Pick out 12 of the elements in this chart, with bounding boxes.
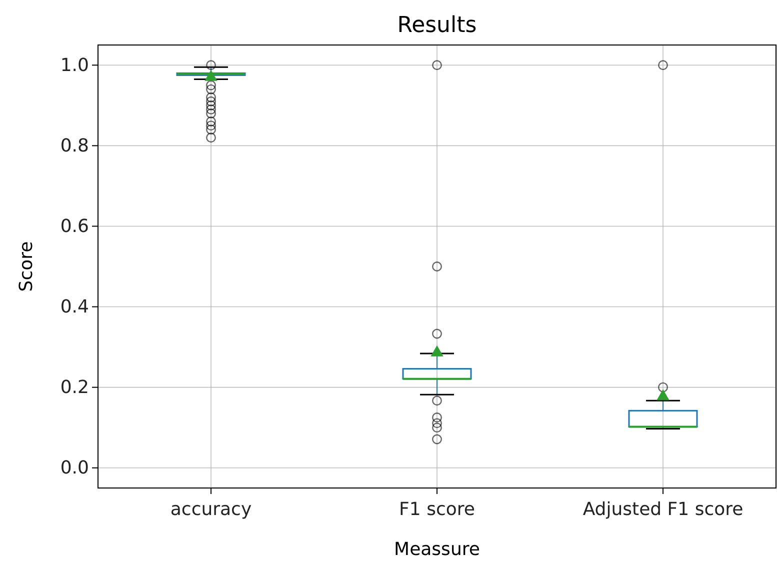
chart-title: Results (397, 13, 477, 38)
y-tick-label: 1.0 (60, 54, 89, 76)
y-tick-label: 0.8 (60, 135, 89, 156)
x-axis-title: Meassure (394, 539, 480, 560)
y-tick-label: 0.0 (60, 458, 89, 479)
y-tick-label: 0.2 (60, 377, 89, 398)
x-tick-label: accuracy (170, 499, 252, 520)
x-tick-label: F1 score (399, 499, 475, 520)
y-tick-label: 0.4 (60, 296, 89, 318)
y-tick-label: 0.6 (60, 216, 89, 237)
y-axis-title: Score (16, 241, 37, 292)
x-tick-label: Adjusted F1 score (582, 499, 744, 520)
